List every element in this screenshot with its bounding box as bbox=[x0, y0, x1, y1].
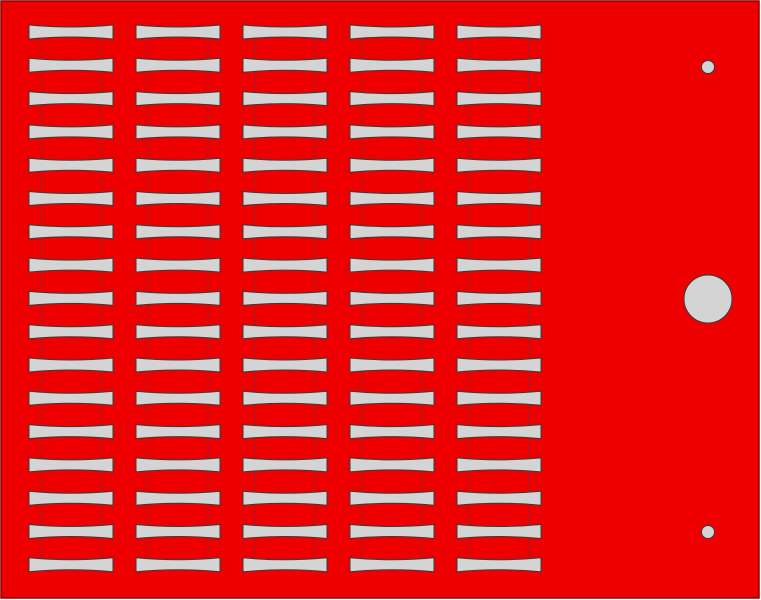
bowtie-slot bbox=[349, 24, 435, 40]
bowtie-slot bbox=[135, 257, 221, 273]
bowtie-slot bbox=[135, 523, 221, 540]
bowtie-slot bbox=[28, 157, 114, 173]
bowtie-slot bbox=[135, 357, 221, 373]
mounting-holes bbox=[683, 60, 733, 539]
bowtie-slot bbox=[456, 24, 542, 40]
bowtie-slot bbox=[242, 424, 328, 440]
bowtie-slot bbox=[135, 457, 221, 473]
bowtie-slot bbox=[242, 490, 328, 506]
bowtie-slot bbox=[28, 457, 114, 473]
bowtie-slot bbox=[456, 57, 542, 73]
bowtie-slot bbox=[135, 24, 221, 40]
bowtie-slot bbox=[242, 57, 328, 73]
bowtie-slot bbox=[28, 190, 114, 207]
bowtie-slot bbox=[242, 290, 328, 306]
bowtie-slot bbox=[135, 324, 221, 340]
bowtie-slot bbox=[135, 490, 221, 506]
bowtie-slot bbox=[349, 190, 435, 207]
bowtie-slot bbox=[135, 190, 221, 207]
bowtie-slot bbox=[135, 57, 221, 73]
bowtie-slot bbox=[242, 457, 328, 473]
bowtie-slot bbox=[349, 324, 435, 340]
bowtie-slot bbox=[28, 257, 114, 273]
bowtie-slot bbox=[135, 224, 221, 240]
bowtie-slot bbox=[456, 557, 542, 573]
bowtie-slot bbox=[242, 357, 328, 373]
bowtie-slot bbox=[28, 324, 114, 340]
bowtie-slot bbox=[456, 324, 542, 340]
bowtie-slot bbox=[242, 523, 328, 540]
bowtie-slot bbox=[28, 357, 114, 373]
bowtie-slot bbox=[28, 424, 114, 440]
bowtie-slot bbox=[456, 424, 542, 440]
bowtie-slot bbox=[349, 57, 435, 73]
bowtie-slot bbox=[28, 290, 114, 306]
bowtie-slot bbox=[456, 523, 542, 540]
bowtie-slot bbox=[135, 91, 221, 107]
bowtie-slot bbox=[28, 557, 114, 573]
bowtie-slot bbox=[456, 390, 542, 406]
small-hole bbox=[701, 60, 715, 74]
bowtie-slot bbox=[242, 91, 328, 107]
slot-grid bbox=[28, 24, 542, 573]
bowtie-slot bbox=[456, 190, 542, 207]
bowtie-slot bbox=[349, 157, 435, 173]
small-hole bbox=[701, 525, 715, 539]
bowtie-slot bbox=[242, 124, 328, 140]
bowtie-slot bbox=[135, 390, 221, 406]
bowtie-slot bbox=[349, 91, 435, 107]
bowtie-slot bbox=[349, 457, 435, 473]
bowtie-slot bbox=[242, 390, 328, 406]
bowtie-slot bbox=[456, 290, 542, 306]
bowtie-slot bbox=[28, 224, 114, 240]
bowtie-slot bbox=[28, 490, 114, 506]
bowtie-slot bbox=[28, 523, 114, 540]
bowtie-slot bbox=[349, 124, 435, 140]
bowtie-slot bbox=[28, 390, 114, 406]
bowtie-slot bbox=[349, 557, 435, 573]
bowtie-slot bbox=[349, 490, 435, 506]
bowtie-slot bbox=[135, 124, 221, 140]
bowtie-slot bbox=[349, 523, 435, 540]
bowtie-slot bbox=[242, 224, 328, 240]
bowtie-slot bbox=[242, 324, 328, 340]
bowtie-slot bbox=[456, 257, 542, 273]
bowtie-slot bbox=[456, 91, 542, 107]
large-hole bbox=[683, 274, 733, 324]
bowtie-slot bbox=[28, 57, 114, 73]
bowtie-slot bbox=[349, 390, 435, 406]
bowtie-slot bbox=[135, 290, 221, 306]
bowtie-slot bbox=[456, 157, 542, 173]
bowtie-slot bbox=[242, 157, 328, 173]
bowtie-slot bbox=[349, 290, 435, 306]
bowtie-slot bbox=[456, 457, 542, 473]
bowtie-slot bbox=[242, 190, 328, 207]
bowtie-slot bbox=[456, 124, 542, 140]
bowtie-slot bbox=[135, 557, 221, 573]
bowtie-slot bbox=[135, 157, 221, 173]
bowtie-slot bbox=[349, 224, 435, 240]
bowtie-slot bbox=[242, 24, 328, 40]
bowtie-slot bbox=[349, 424, 435, 440]
bowtie-slot bbox=[242, 257, 328, 273]
bowtie-slot bbox=[456, 357, 542, 373]
bowtie-slot bbox=[135, 424, 221, 440]
bowtie-slot bbox=[349, 357, 435, 373]
bowtie-slot bbox=[456, 224, 542, 240]
bowtie-slot bbox=[28, 91, 114, 107]
bowtie-slot bbox=[242, 557, 328, 573]
bowtie-slot bbox=[28, 24, 114, 40]
bowtie-slot bbox=[349, 257, 435, 273]
bowtie-slot bbox=[28, 124, 114, 140]
bowtie-slot bbox=[456, 490, 542, 506]
